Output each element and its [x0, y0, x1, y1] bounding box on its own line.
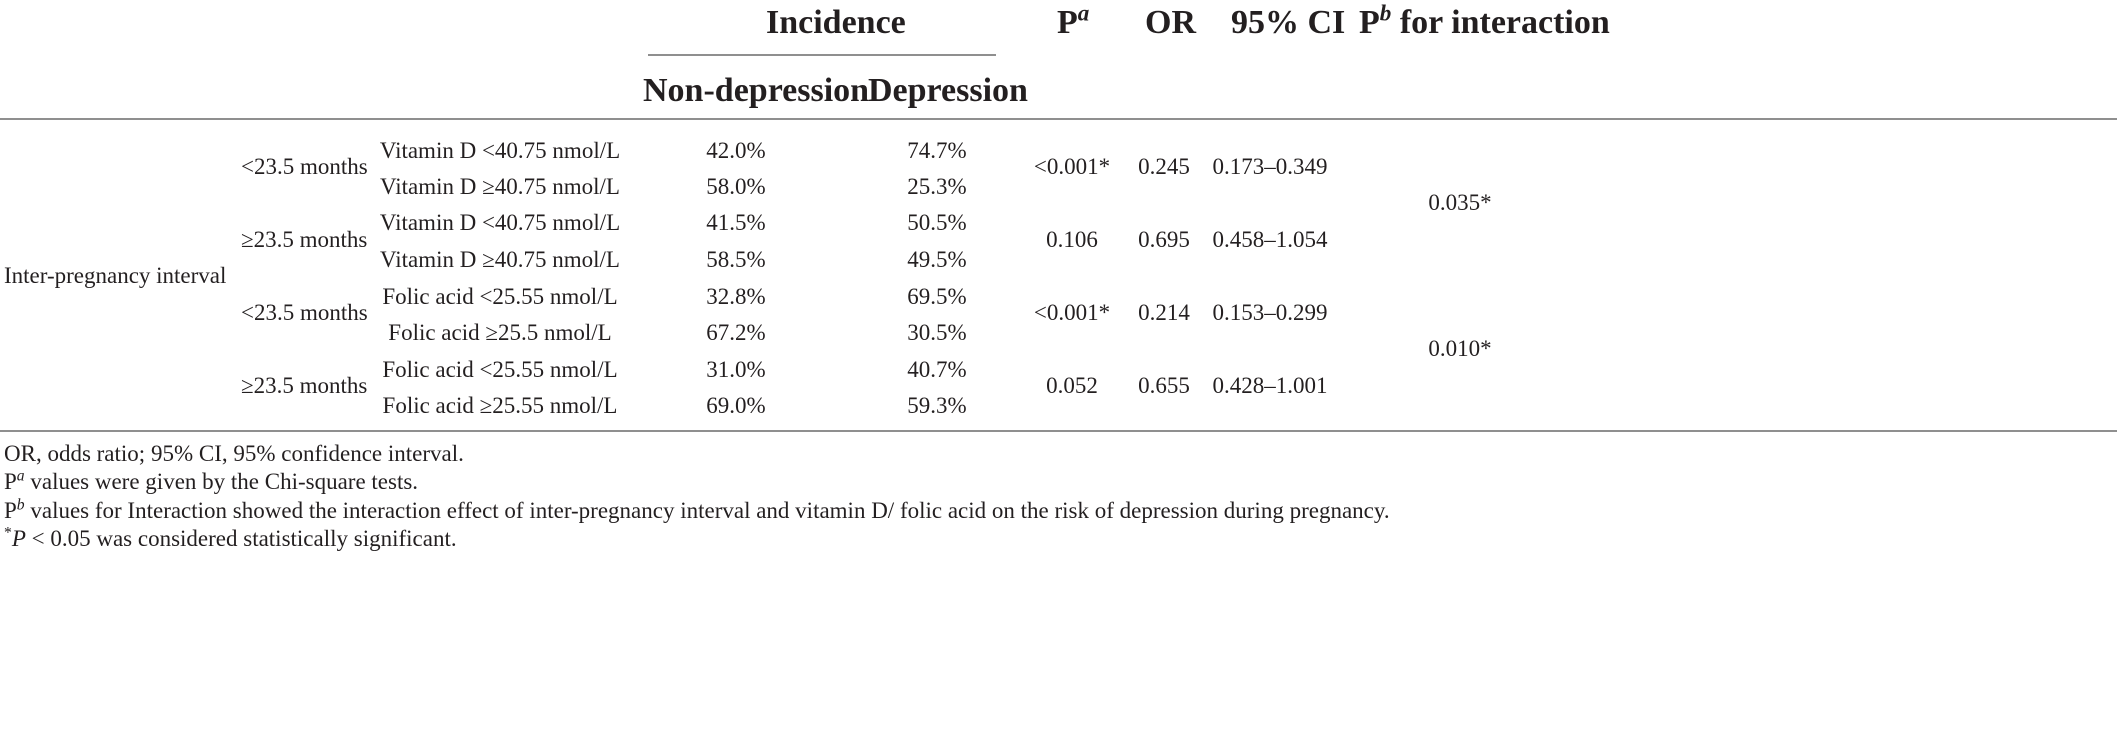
interaction-p-cell: 0.035* [1428, 190, 1492, 215]
header-non-depression: Non-depression [643, 72, 870, 109]
odds-ratio-cell: 0.695 [1138, 227, 1190, 252]
header-confidence-interval: 95% CI [1231, 4, 1346, 41]
non-depression-cell: 69.0% [706, 393, 766, 418]
odds-ratio-cell: 0.655 [1138, 373, 1190, 398]
depression-cell: 25.3% [907, 174, 967, 199]
p-value-cell: <0.001* [1033, 300, 1111, 325]
depression-cell: 74.7% [907, 138, 967, 163]
odds-ratio-cell: 0.245 [1138, 154, 1190, 179]
footnote-abbreviations: OR, odds ratio; 95% CI, 95% confidence i… [4, 441, 464, 466]
confidence-interval-cell: 0.153–0.299 [1212, 300, 1328, 325]
interval-label: ≥23.5 months [241, 373, 368, 398]
factor-cell: Vitamin D ≥40.75 nmol/L [380, 174, 620, 199]
incidence-underline [648, 54, 996, 56]
interval-label: ≥23.5 months [241, 227, 368, 252]
p-value-cell: <0.001* [1033, 154, 1111, 179]
header-depression: Depression [868, 72, 1028, 109]
footnote-p-b: Pb values for Interaction showed the int… [4, 496, 1390, 523]
header-incidence: Incidence [766, 4, 906, 41]
p-value-cell: 0.106 [1046, 227, 1098, 252]
p-value-cell: 0.052 [1046, 373, 1098, 398]
interval-label: <23.5 months [241, 154, 368, 179]
header-p-value: Pa [1057, 0, 1090, 41]
factor-cell: Folic acid <25.55 nmol/L [382, 284, 618, 309]
non-depression-cell: 67.2% [706, 320, 766, 345]
confidence-interval-cell: 0.428–1.001 [1212, 373, 1328, 398]
odds-ratio-cell: 0.214 [1138, 300, 1190, 325]
header-p-interaction: Pb for interaction [1359, 0, 1610, 41]
footnote-p-a: Pa values were given by the Chi-square t… [4, 467, 419, 494]
non-depression-cell: 32.8% [706, 284, 766, 309]
interval-label: <23.5 months [241, 300, 368, 325]
factor-cell: Vitamin D ≥40.75 nmol/L [380, 247, 620, 272]
factor-cell: Folic acid ≥25.55 nmol/L [382, 393, 618, 418]
factor-cell: Vitamin D <40.75 nmol/L [379, 138, 621, 163]
non-depression-cell: 58.5% [706, 247, 766, 272]
non-depression-cell: 58.0% [706, 174, 766, 199]
header-bottom-rule [0, 118, 2117, 120]
depression-cell: 50.5% [907, 210, 967, 235]
interaction-p-cell: 0.010* [1428, 336, 1492, 361]
header-odds-ratio: OR [1145, 4, 1196, 41]
factor-cell: Folic acid ≥25.5 nmol/L [388, 320, 612, 345]
depression-cell: 59.3% [907, 393, 967, 418]
depression-cell: 30.5% [907, 320, 967, 345]
depression-cell: 40.7% [907, 357, 967, 382]
non-depression-cell: 42.0% [706, 138, 766, 163]
non-depression-cell: 41.5% [706, 210, 766, 235]
confidence-interval-cell: 0.173–0.349 [1212, 154, 1328, 179]
confidence-interval-cell: 0.458–1.054 [1212, 227, 1328, 252]
depression-cell: 49.5% [907, 247, 967, 272]
footnote-significance: *P < 0.05 was considered statistically s… [4, 524, 457, 551]
non-depression-cell: 31.0% [706, 357, 766, 382]
row-group-label: Inter-pregnancy interval [4, 263, 227, 288]
depression-cell: 69.5% [907, 284, 967, 309]
table-bottom-rule [0, 430, 2117, 432]
factor-cell: Vitamin D <40.75 nmol/L [379, 210, 621, 235]
factor-cell: Folic acid <25.55 nmol/L [382, 357, 618, 382]
